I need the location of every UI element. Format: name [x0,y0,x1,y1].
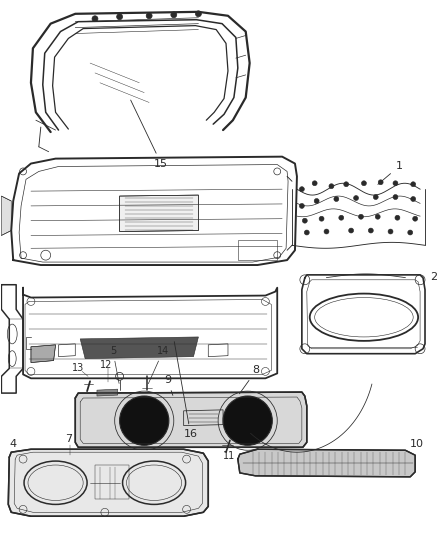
Circle shape [117,14,123,20]
Text: 9: 9 [164,375,173,395]
Circle shape [195,11,201,17]
Polygon shape [238,449,415,477]
Circle shape [223,396,272,445]
Text: 10: 10 [410,439,424,449]
Circle shape [368,228,373,233]
Circle shape [146,13,152,19]
Text: 13: 13 [72,364,85,374]
Text: 16: 16 [174,342,198,439]
Circle shape [373,195,378,199]
Text: 7: 7 [65,434,73,445]
Circle shape [312,181,317,185]
Circle shape [319,216,324,221]
Circle shape [375,214,380,219]
Circle shape [393,195,398,199]
Circle shape [361,181,367,185]
Circle shape [353,196,359,200]
Polygon shape [31,345,56,362]
Polygon shape [120,195,198,231]
Circle shape [408,230,413,235]
Circle shape [304,230,309,235]
Circle shape [388,229,393,234]
Circle shape [314,198,319,204]
Circle shape [324,229,329,234]
Polygon shape [80,337,198,359]
Text: 2: 2 [430,272,437,282]
Text: 15: 15 [131,100,168,168]
Circle shape [334,197,339,201]
Polygon shape [97,389,118,396]
Circle shape [359,214,364,219]
Circle shape [92,16,98,22]
Circle shape [378,180,383,185]
Circle shape [171,12,177,18]
Circle shape [411,182,416,187]
Circle shape [339,215,344,220]
Text: 14: 14 [148,346,170,384]
Circle shape [393,181,398,185]
Polygon shape [1,196,11,236]
Polygon shape [75,392,307,447]
Circle shape [300,187,304,192]
Circle shape [413,216,417,221]
Text: 11: 11 [223,451,235,461]
Circle shape [300,204,304,208]
Circle shape [344,182,349,187]
Text: 5: 5 [110,346,119,383]
Text: 4: 4 [9,439,16,449]
Polygon shape [8,449,208,516]
Text: 8: 8 [240,366,260,394]
Circle shape [120,396,169,445]
Circle shape [411,197,416,201]
Circle shape [349,228,353,233]
Circle shape [329,184,334,189]
Circle shape [302,218,307,223]
Circle shape [395,215,400,220]
Text: 1: 1 [378,161,403,184]
Text: 12: 12 [100,360,112,370]
